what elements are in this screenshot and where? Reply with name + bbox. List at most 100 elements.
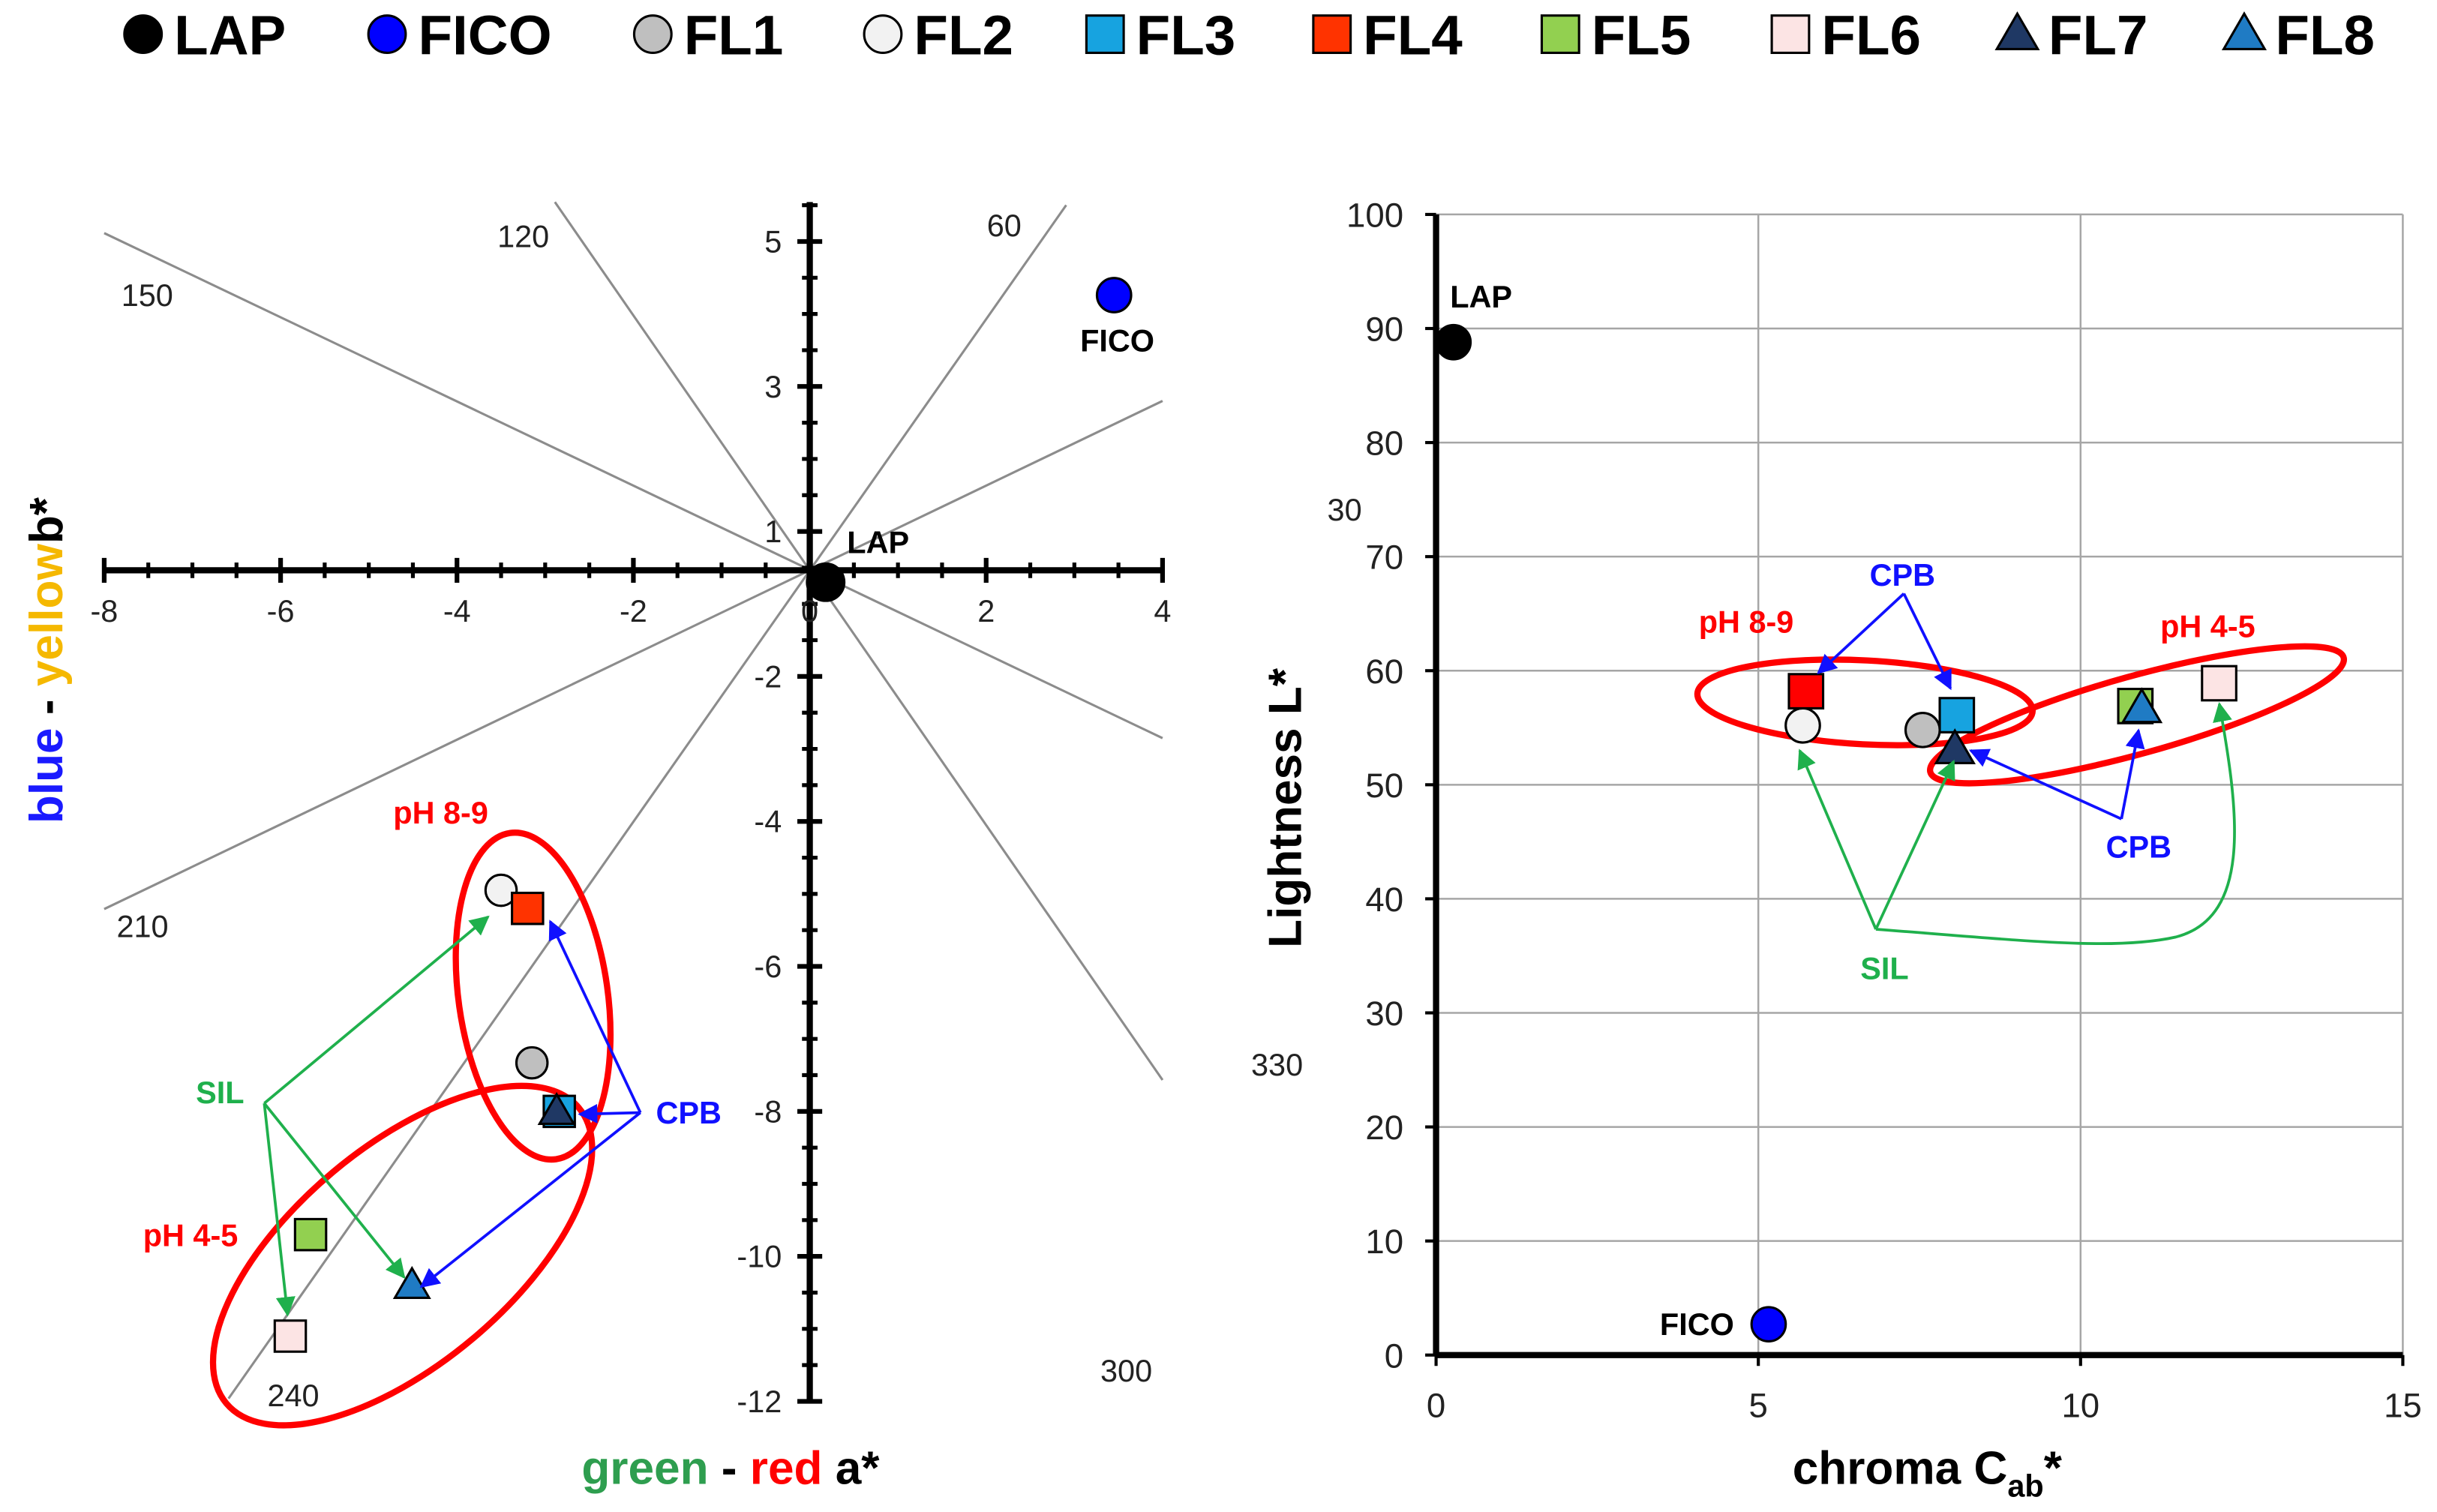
y-tick-label: 10 <box>1365 1222 1403 1261</box>
ph-high-ellipse <box>452 830 614 1163</box>
fl2-marker <box>1784 706 1821 744</box>
data-point-fl2 <box>484 873 518 908</box>
cpb-arrow <box>419 1112 641 1288</box>
data-point-lap <box>806 562 846 602</box>
ph-high-label: pH 8-9 <box>1699 604 1794 639</box>
fico-marker <box>367 14 407 54</box>
y-tick-label: 30 <box>1365 994 1403 1033</box>
hue-angle-label: 240 <box>267 1378 319 1413</box>
hue-angle-label: 120 <box>497 218 549 254</box>
sil-label: SIL <box>196 1075 244 1110</box>
y-tick-label: 3 <box>764 369 782 404</box>
x-axis-title: green - red a* <box>581 1443 880 1495</box>
fl6-marker <box>1770 14 1811 54</box>
sil-arrow <box>1874 759 1955 930</box>
ph-low-label: pH 4-5 <box>143 1218 239 1253</box>
fl1-marker <box>1904 711 1941 748</box>
cpb-arrow <box>578 1103 641 1124</box>
lightness-chroma-chart: 0 10 20 30 40 50 60 70 80 90 100 0 5 10 15 chroma Cab* L… <box>1259 196 2421 1504</box>
data-point-fico <box>1750 1306 1787 1343</box>
fl3-marker <box>1085 14 1125 54</box>
hue-angle-line <box>104 232 1163 740</box>
y-axis-title-part: b* <box>21 496 73 544</box>
x-tick-label: 4 <box>1154 593 1171 628</box>
y-tick-label: -8 <box>754 1094 782 1129</box>
lap-marker <box>123 14 164 54</box>
data-point-fl4 <box>511 891 545 926</box>
fl3-marker <box>1938 697 1976 734</box>
x-tick-label: -8 <box>90 593 118 628</box>
x-axis-title-part: a* <box>822 1443 880 1495</box>
legend: LAP FICO FL1 FL2 FL3 FL4 FL5 FL6 FL7 FL8 <box>123 4 2375 67</box>
ph-high-label: pH 8-9 <box>393 795 488 830</box>
hue-angle-label: 60 <box>987 208 1022 243</box>
sil-arrow-curved <box>1875 702 2236 946</box>
data-point-fl1 <box>1904 711 1941 748</box>
y-axis-title-part: yellow <box>21 544 73 687</box>
y-tick-label: -10 <box>737 1239 782 1274</box>
cpb-arrow <box>2120 728 2145 820</box>
x-axis-title-superscript: * <box>2044 1443 2063 1495</box>
hue-chart: 150 120 60 210 240 300 30 330 -8 -6 -4 -2 0 2 4 5 3 1 -2 -4… <box>21 201 1362 1495</box>
y-axis-title: Lightness L* <box>1259 668 1311 948</box>
y-tick-label: 100 <box>1346 196 1403 235</box>
fl7-marker <box>1994 11 2040 51</box>
legend-label: FL6 <box>1821 4 1921 67</box>
fico-marker <box>1750 1306 1787 1343</box>
lap-marker <box>1435 323 1472 361</box>
x-tick-label: -2 <box>620 593 647 628</box>
sil-arrow <box>263 1102 406 1280</box>
y-tick-label: -2 <box>754 658 782 694</box>
y-tick-label: -12 <box>737 1384 782 1419</box>
fl4-marker <box>511 891 545 926</box>
data-point-fl1 <box>515 1046 549 1080</box>
data-label-lap: LAP <box>1450 279 1512 314</box>
x-tick-label: 5 <box>1749 1387 1768 1425</box>
fl8-marker <box>2221 11 2267 51</box>
fl6-marker <box>2201 664 2237 702</box>
y-axis-title: blue - yellowb* <box>21 496 73 824</box>
lap-marker <box>806 562 846 602</box>
data-label-lap: LAP <box>847 525 909 560</box>
cpb-arrow <box>1968 748 2123 820</box>
data-label-fico: FICO <box>1660 1306 1734 1342</box>
legend-item-fl8: FL8 <box>2221 4 2375 67</box>
x-tick-label: 10 <box>2061 1387 2099 1425</box>
y-tick-label: 40 <box>1365 880 1403 919</box>
x-tick-label: 2 <box>977 593 995 628</box>
hue-angle-label: 30 <box>1328 492 1362 527</box>
data-label-fico: FICO <box>1080 322 1154 358</box>
x-tick-label: 0 <box>801 593 818 628</box>
hue-angle-label: 330 <box>1251 1047 1303 1082</box>
sil-arrow <box>1797 748 1877 930</box>
cpb-bottom-label: CPB <box>2106 830 2171 865</box>
hue-angle-line <box>554 201 1164 1081</box>
y-tick-label: -4 <box>754 804 782 839</box>
hue-angle-line <box>227 204 1067 1400</box>
legend-item-fico: FICO <box>367 4 552 67</box>
legend-label: FL5 <box>1592 4 1691 67</box>
x-tick-label: 0 <box>1427 1387 1445 1425</box>
sil-arrow <box>263 915 490 1105</box>
fl8-marker <box>2120 687 2163 724</box>
y-axis-title-part: blue <box>21 728 73 824</box>
data-point-fl3 <box>1938 697 1976 734</box>
fl2-marker <box>863 14 903 54</box>
x-tick-label: -4 <box>443 593 471 628</box>
x-tick-label: -6 <box>267 593 295 628</box>
hue-angle-label: 150 <box>122 278 173 313</box>
legend-label: FL7 <box>2048 4 2148 67</box>
legend-item-fl4: FL4 <box>1312 4 1463 67</box>
x-axis-title-part: - <box>709 1443 750 1495</box>
legend-item-lap: LAP <box>123 4 286 67</box>
ph-low-label: pH 4-5 <box>2160 608 2255 644</box>
cpb-arrow <box>1817 592 1905 674</box>
y-tick-label: 20 <box>1365 1108 1403 1147</box>
ph-low-ellipse <box>1926 643 2348 787</box>
fl6-marker <box>273 1319 308 1353</box>
x-axis-title: chroma Cab* <box>1793 1443 2063 1504</box>
data-point-fl6 <box>273 1319 308 1353</box>
legend-label: FL8 <box>2275 4 2375 67</box>
